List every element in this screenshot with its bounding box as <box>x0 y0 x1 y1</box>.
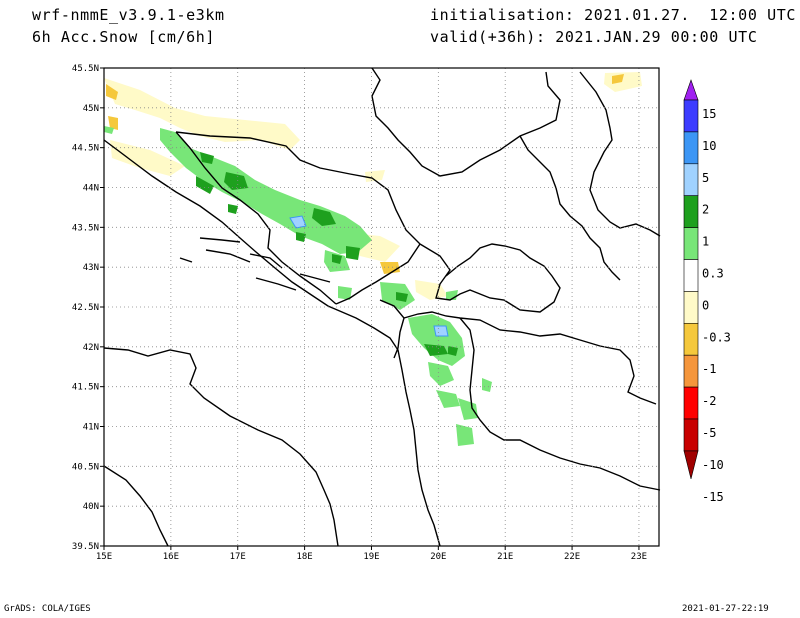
colorbar-segment <box>683 131 699 165</box>
lon-tick-label: 22E <box>564 552 580 562</box>
snow-field-shading <box>104 72 642 446</box>
colorbar: 15 10 5 2 1 0.3 0 -0.3 -1 -2 -5 -10 -15 <box>683 79 731 504</box>
colorbar-label: 0.3 <box>702 267 724 281</box>
lat-tick-label: 42.5N <box>72 303 99 313</box>
lat-tick-label: 45N <box>83 104 99 114</box>
colorbar-label: 0 <box>702 298 709 312</box>
lon-tick-label: 16E <box>163 552 179 562</box>
lat-tick-label: 44.5N <box>72 144 99 154</box>
colorbar-label: 5 <box>702 171 709 185</box>
colorbar-label: 1 <box>702 235 709 249</box>
colorbar-segment <box>683 386 699 420</box>
colorbar-segment <box>683 322 699 356</box>
footer-credit: GrADS: COLA/IGES <box>4 604 91 614</box>
colorbar-segment <box>683 354 699 388</box>
colorbar-segment <box>683 195 699 228</box>
colorbar-label: -1 <box>702 362 716 376</box>
lat-tick-label: 40.5N <box>72 462 99 472</box>
lon-tick-label: 21E <box>497 552 513 562</box>
lat-tick-label: 45.5N <box>72 64 99 74</box>
lon-tick-label: 15E <box>96 552 112 562</box>
colorbar-arrow-bottom <box>683 450 699 479</box>
colorbar-label: 2 <box>702 203 709 217</box>
lat-tick-label: 40N <box>83 502 99 512</box>
colorbar-segment <box>683 163 699 197</box>
lat-tick-label: 42N <box>83 343 99 353</box>
map-frame <box>103 67 660 547</box>
colorbar-label: 10 <box>702 139 716 153</box>
colorbar-label: -15 <box>702 490 724 504</box>
colorbar-label: 15 <box>702 107 716 121</box>
lat-tick-label: 41N <box>83 423 99 433</box>
initialisation-time: initialisation: 2021.01.27. 12:00 UTC <box>430 6 796 24</box>
field-title: 6h Acc.Snow [cm/6h] <box>32 28 215 46</box>
lon-tick-label: 23E <box>631 552 647 562</box>
lon-tick-label: 18E <box>296 552 312 562</box>
footer-timestamp: 2021-01-27-22:19 <box>682 604 769 614</box>
lat-tick-label: 43N <box>83 263 99 273</box>
colorbar-segment <box>683 418 699 452</box>
lat-tick-label: 43.5N <box>72 223 99 233</box>
coastlines-borders <box>103 67 661 547</box>
colorbar-arrow-top <box>683 79 699 101</box>
colorbar-label: -2 <box>702 394 716 408</box>
colorbar-segment <box>683 259 699 292</box>
valid-time: valid(+36h): 2021.JAN.29 00:00 UTC <box>430 28 758 46</box>
lon-tick-label: 20E <box>430 552 446 562</box>
lon-tick-label: 17E <box>230 552 246 562</box>
colorbar-label: -5 <box>702 426 716 440</box>
lat-tick-label: 41.5N <box>72 383 99 393</box>
colorbar-segment <box>683 291 699 324</box>
model-title: wrf-nmmE_v3.9.1-e3km <box>32 6 225 24</box>
colorbar-label: -10 <box>702 458 724 472</box>
colorbar-segment <box>683 99 699 133</box>
lat-tick-label: 39.5N <box>72 542 99 552</box>
lat-tick-label: 44N <box>83 184 99 194</box>
axis-ticks: 15E 16E 17E 18E 19E 20E 21E 22E 23E 39.5N 40N 40.5N… <box>72 64 647 562</box>
graticule <box>104 68 659 546</box>
colorbar-label: -0.3 <box>702 330 731 344</box>
colorbar-segment <box>683 227 699 260</box>
lon-tick-label: 19E <box>363 552 379 562</box>
